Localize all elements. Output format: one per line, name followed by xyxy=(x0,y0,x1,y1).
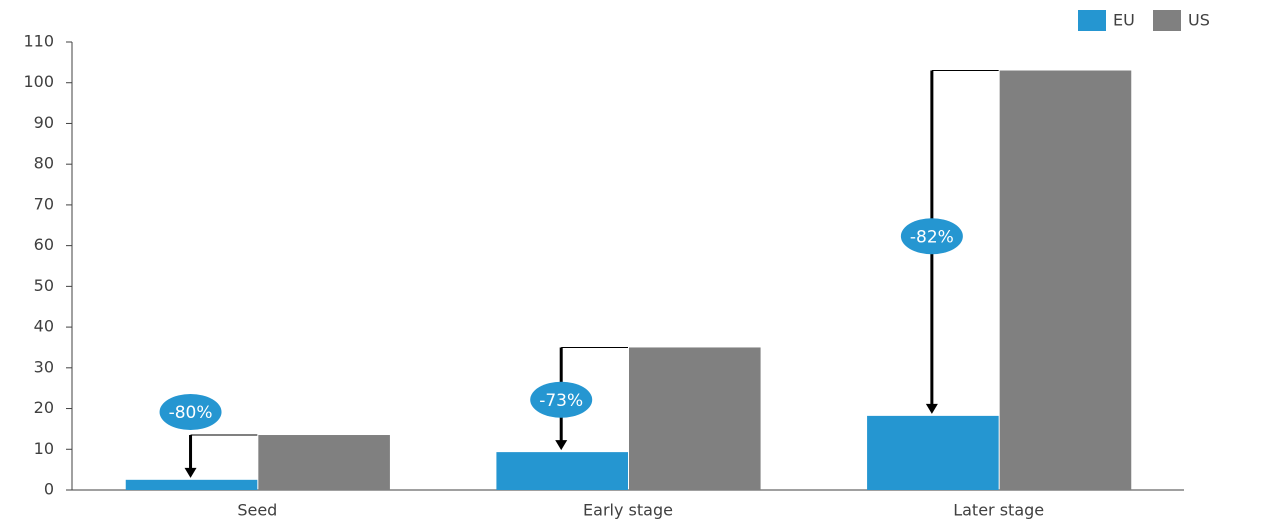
bar xyxy=(125,479,258,490)
bar xyxy=(629,347,761,490)
y-tick-label: 60 xyxy=(34,235,54,254)
bar xyxy=(496,452,628,490)
y-tick-label: 110 xyxy=(23,32,54,51)
y-tick-label: 40 xyxy=(34,317,54,336)
y-tick-label: 30 xyxy=(34,357,54,376)
legend-label: EU xyxy=(1113,11,1135,30)
annotation: -82% xyxy=(910,227,954,247)
y-tick-label: 70 xyxy=(34,194,54,213)
arrow-head xyxy=(555,440,568,451)
y-tick-label: 50 xyxy=(34,276,54,295)
x-tick-label: Early stage xyxy=(583,501,673,520)
annotation-badge xyxy=(159,394,222,431)
x-tick-label: Later stage xyxy=(953,501,1044,520)
annotation-badge xyxy=(900,218,963,255)
annotation: -73% xyxy=(539,391,583,411)
x-tick-label: Seed xyxy=(237,501,277,520)
y-tick-label: 0 xyxy=(44,480,54,499)
bar xyxy=(258,435,390,490)
legend-swatch xyxy=(1153,10,1181,31)
annotation: -80% xyxy=(169,403,213,423)
y-tick-label: 20 xyxy=(34,398,54,417)
legend-swatch xyxy=(1078,10,1106,31)
bar xyxy=(999,70,1132,490)
legend-label: US xyxy=(1188,11,1210,30)
arrow-head xyxy=(925,403,938,414)
y-tick-label: 10 xyxy=(34,439,54,458)
arrow-head xyxy=(184,467,197,478)
y-tick-label: 90 xyxy=(34,113,54,132)
bar xyxy=(867,415,999,490)
y-tick-label: 100 xyxy=(23,72,54,91)
annotation-badge xyxy=(530,381,593,418)
y-tick-label: 80 xyxy=(34,154,54,173)
